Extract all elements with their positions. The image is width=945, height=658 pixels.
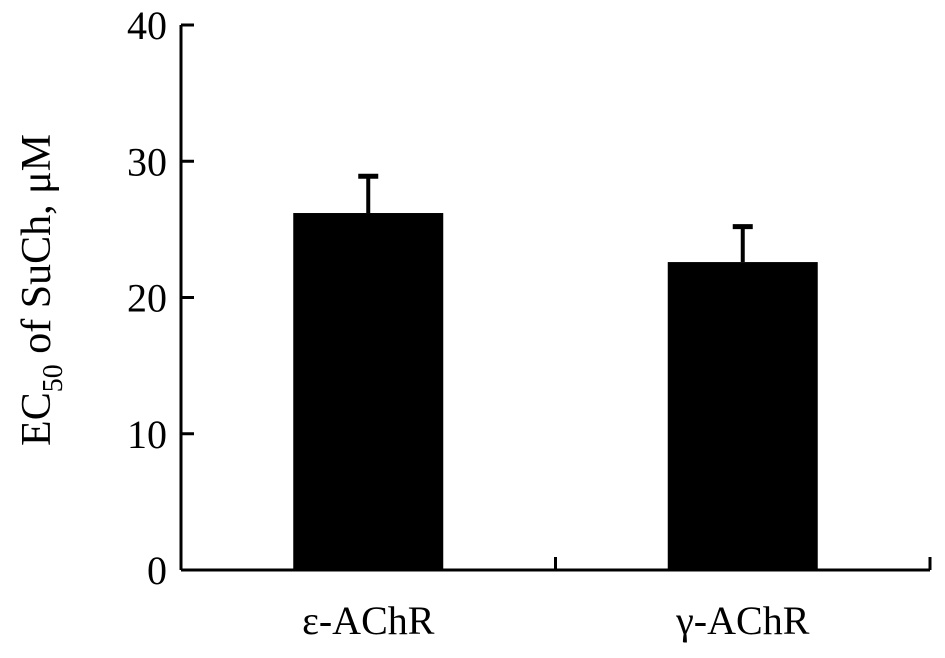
y-tick-label: 10 <box>127 412 167 457</box>
error-bars <box>358 173 753 263</box>
bar <box>293 213 444 570</box>
y-tick-label: 40 <box>127 3 167 48</box>
y-axis-title-prefix: EC <box>14 392 60 446</box>
y-ticks: 0 10 20 30 40 <box>127 3 194 593</box>
y-tick-label: 30 <box>127 139 167 184</box>
x-category-label: γ-AChR <box>675 598 810 643</box>
y-axis-title: EC50 of SuCh, μM <box>14 134 69 446</box>
y-axis-title-suffix: of SuCh, μM <box>14 134 60 364</box>
bars <box>293 213 818 570</box>
x-category-label: ε-AChR <box>302 598 435 643</box>
y-axis-title-subscript: 50 <box>38 364 69 392</box>
y-tick-label: 20 <box>127 276 167 321</box>
x-labels: ε-AChR γ-AChR <box>302 598 810 643</box>
y-tick-label: 0 <box>147 548 167 593</box>
bar <box>667 262 818 570</box>
